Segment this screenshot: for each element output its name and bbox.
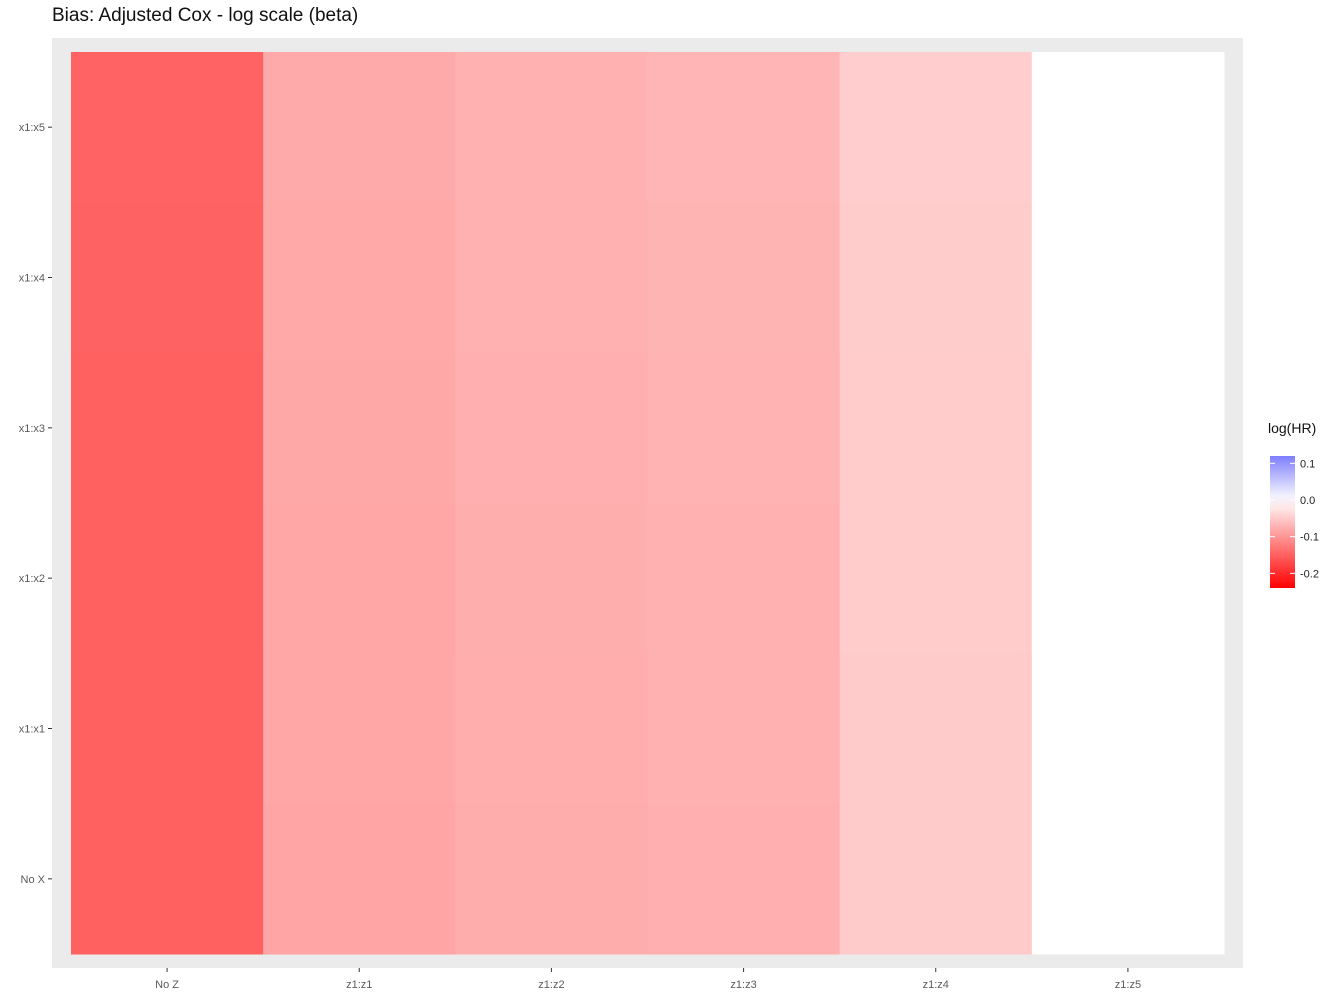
heatmap-cell <box>263 202 456 354</box>
heatmap-cell <box>647 503 841 654</box>
x-axis: No Z z1:z1 z1:z2 z1:z3 z1:z4 z1:z5 <box>155 968 1141 991</box>
heatmap-cell <box>839 653 1033 805</box>
heatmap-cell <box>839 52 1033 203</box>
y-tick-label: x1:x2 <box>19 573 45 585</box>
heatmap-cell <box>71 52 264 203</box>
legend-break-label: -0.1 <box>1300 532 1319 544</box>
heatmap-cell <box>1031 803 1225 955</box>
heatmap-cell <box>839 503 1033 654</box>
heatmap-cell <box>647 202 841 354</box>
heatmap-cell <box>1031 503 1225 654</box>
heatmap-cell <box>455 352 648 504</box>
heatmap-cell <box>71 653 264 805</box>
heatmap-cells <box>71 52 1225 955</box>
heatmap-cell <box>263 503 456 654</box>
x-tick-label: No Z <box>155 979 179 991</box>
heatmap-cell <box>455 52 648 203</box>
x-tick-label: z1:z5 <box>1115 979 1141 991</box>
heatmap-cell <box>839 352 1033 504</box>
y-tick-label: x1:x5 <box>19 122 45 134</box>
heatmap-cell <box>647 52 841 203</box>
heatmap-cell <box>71 202 264 354</box>
heatmap-cell <box>1031 352 1225 504</box>
y-tick-label: x1:x4 <box>19 273 45 285</box>
heatmap-cell <box>455 653 648 805</box>
heatmap-cell <box>839 803 1033 955</box>
x-tick-label: z1:z4 <box>923 979 949 991</box>
heatmap-cell <box>1031 52 1225 203</box>
heatmap-cell <box>647 352 841 504</box>
heatmap-cell <box>263 803 456 955</box>
y-axis: No X x1:x1 x1:x2 x1:x3 x1:x4 x1:x5 <box>19 122 52 886</box>
legend-colorbar <box>1270 456 1295 588</box>
heatmap-cell <box>71 352 264 504</box>
heatmap-cell <box>71 803 264 955</box>
heatmap-cell <box>455 803 648 955</box>
heatmap-cell <box>263 653 456 805</box>
x-tick-label: z1:z3 <box>730 979 756 991</box>
heatmap-cell <box>647 803 841 955</box>
heatmap-cell <box>1031 202 1225 354</box>
color-legend: log(HR) 0.1 0.0 -0.1 -0.2 <box>1268 420 1319 588</box>
heatmap-cell <box>263 352 456 504</box>
x-tick-label: z1:z1 <box>346 979 372 991</box>
heatmap-cell <box>263 52 456 203</box>
x-tick-label: z1:z2 <box>538 979 564 991</box>
legend-title: log(HR) <box>1268 420 1316 436</box>
y-tick-label: No X <box>21 874 46 886</box>
legend-break-label: 0.1 <box>1300 458 1315 470</box>
legend-break-label: 0.0 <box>1300 495 1315 507</box>
heatmap-cell <box>647 653 841 805</box>
heatmap-cell <box>1031 653 1225 805</box>
heatmap-cell <box>455 202 648 354</box>
y-tick-label: x1:x3 <box>19 423 45 435</box>
y-tick-label: x1:x1 <box>19 724 45 736</box>
heatmap-cell <box>71 503 264 654</box>
legend-break-label: -0.2 <box>1300 568 1319 580</box>
heatmap-cell <box>455 503 648 654</box>
chart-title: Bias: Adjusted Cox - log scale (beta) <box>52 5 359 26</box>
heatmap-cell <box>839 202 1033 354</box>
